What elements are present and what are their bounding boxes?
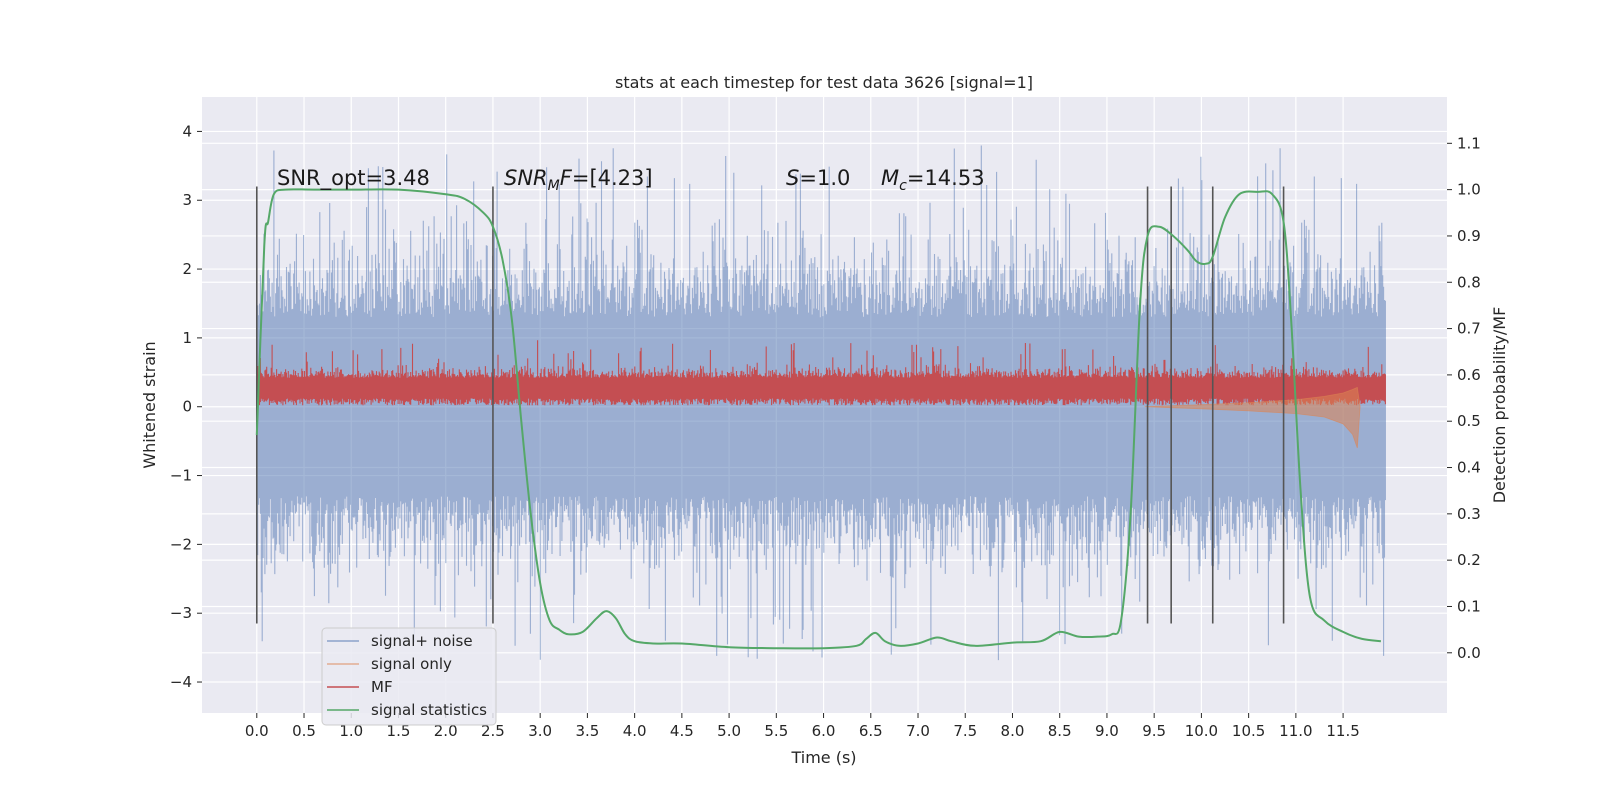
y-axis-left-ticks: 4 3 2 1 0 −1 −2 −3 −4 (170, 122, 202, 691)
legend-label-mf: MF (371, 678, 393, 696)
x-axis-ticks: 0.0 0.5 1.0 1.5 2.0 2.5 3.0 3.5 4.0 4.5 5.0 5.5 6.0 6… (245, 713, 1360, 740)
x-tick-label-0: 0.0 (245, 722, 269, 740)
x-tick-label-21: 10.5 (1232, 722, 1265, 740)
y-right-tick-label-10: 0.1 (1457, 597, 1481, 615)
signal-only-area (1144, 386, 1361, 449)
x-tick-label-20: 10.0 (1185, 722, 1218, 740)
legend-box (321, 627, 497, 726)
x-tick-label-11: 5.5 (764, 722, 788, 740)
y-right-tick-label-4: 0.7 (1457, 320, 1481, 338)
x-tick-label-4: 2.0 (434, 722, 458, 740)
y-left-tick-label-5: −1 (170, 467, 192, 485)
x-tick-label-5: 2.5 (481, 722, 505, 740)
y-right-tick-label-8: 0.3 (1457, 505, 1481, 523)
y-right-tick-label-6: 0.5 (1457, 412, 1481, 430)
vertical-markers (255, 186, 1285, 624)
y-left-tick-label-8: −4 (170, 673, 192, 691)
annotation-mc-value: 14.53 (924, 166, 984, 190)
x-tick-label-1: 0.5 (292, 722, 316, 740)
y-left-tick-label-2: 2 (182, 260, 192, 278)
y-right-tick-label-2: 0.9 (1457, 227, 1481, 245)
y-left-tick-label-0: 4 (182, 122, 192, 140)
chart-title: stats at each timestep for test data 362… (615, 73, 1033, 92)
annotation-mc: Mc=14.53 (881, 166, 985, 194)
x-tick-label-16: 8.0 (1001, 722, 1025, 740)
legend-label-signal-noise: signal+ noise (371, 632, 473, 650)
x-tick-label-23: 11.5 (1326, 722, 1359, 740)
x-tick-label-13: 6.5 (859, 722, 883, 740)
y-right-tick-label-0: 1.1 (1457, 134, 1481, 152)
signal-statistics-series (255, 188, 1382, 650)
legend: signal+ noise signal only MF signal stat… (321, 627, 497, 726)
y-axis-right-ticks: 1.1 1.0 0.9 0.8 0.7 0.6 0.5 0.4 0.3 0.2 0.1 0.0 (1447, 134, 1481, 662)
y-left-tick-label-7: −3 (170, 604, 192, 622)
annotation-s: S=1.0 (786, 166, 850, 190)
y-left-tick-label-1: 3 (182, 191, 192, 209)
y-right-tick-label-7: 0.4 (1457, 459, 1481, 477)
x-axis-label: Time (s) (790, 748, 856, 767)
y-right-tick-label-11: 0.0 (1457, 644, 1481, 662)
annotation-snr-opt: SNR_opt=3.48 (277, 166, 430, 191)
x-tick-label-15: 7.5 (953, 722, 977, 740)
x-tick-label-7: 3.5 (575, 722, 599, 740)
x-tick-label-10: 5.0 (717, 722, 741, 740)
legend-label-signal-only: signal only (371, 655, 452, 673)
y-axis-left-label: Whitened strain (140, 341, 159, 468)
x-tick-label-6: 3.0 (528, 722, 552, 740)
y-left-tick-label-4: 0 (182, 398, 192, 416)
y-right-tick-label-5: 0.6 (1457, 366, 1481, 384)
x-tick-label-2: 1.0 (339, 722, 363, 740)
y-left-tick-label-3: 1 (182, 329, 192, 347)
x-tick-label-17: 8.5 (1048, 722, 1072, 740)
y-axis-right-label: Detection probability/MF (1490, 307, 1509, 504)
annotation-snr-mf: SNRMF=[4.23] (504, 166, 653, 194)
y-right-tick-label-1: 1.0 (1457, 181, 1481, 199)
y-left-tick-label-6: −2 (170, 535, 192, 553)
x-tick-label-8: 4.0 (623, 722, 647, 740)
signal-statistics-line (255, 188, 1382, 650)
x-tick-label-14: 7.0 (906, 722, 930, 740)
annotation-snr-mf-value: [4.23] (589, 166, 652, 190)
signal-only-series (1144, 386, 1361, 449)
x-tick-label-18: 9.0 (1095, 722, 1119, 740)
x-tick-label-9: 4.5 (670, 722, 694, 740)
y-right-tick-label-9: 0.2 (1457, 551, 1481, 569)
x-tick-label-3: 1.5 (387, 722, 411, 740)
x-tick-label-12: 6.0 (812, 722, 836, 740)
x-tick-label-22: 11.0 (1279, 722, 1312, 740)
y-right-tick-label-3: 0.8 (1457, 273, 1481, 291)
legend-label-signal-statistics: signal statistics (371, 701, 487, 719)
annotation-s-value: 1.0 (817, 166, 850, 190)
x-tick-label-19: 9.5 (1142, 722, 1166, 740)
